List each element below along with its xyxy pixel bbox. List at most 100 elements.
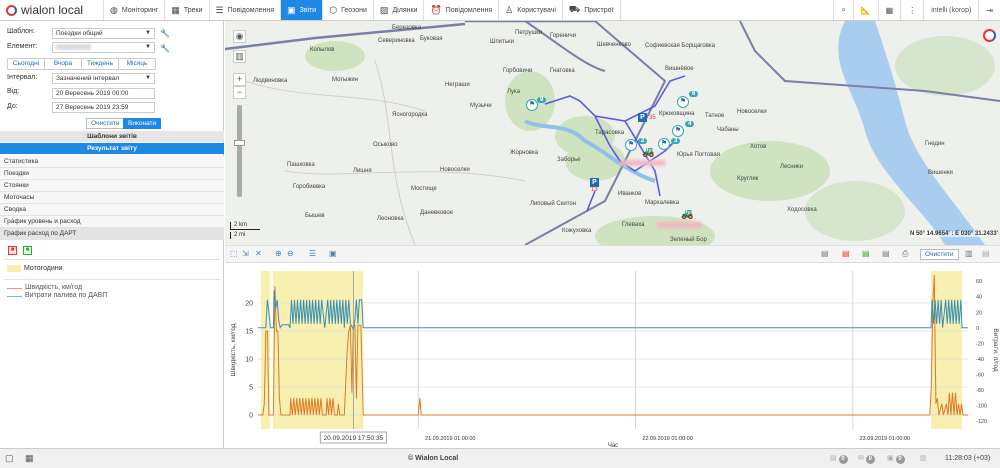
layers-visibility-button[interactable]: ◉ (233, 30, 246, 43)
marker-count[interactable]: 2 (638, 138, 648, 144)
zoom-select-icon[interactable]: ⬚ (230, 249, 238, 258)
notifications-counter[interactable]: ✉ 0 (858, 454, 875, 464)
legend-speed-swatch[interactable] (7, 288, 22, 289)
zoom-slider[interactable] (237, 105, 242, 197)
chart-area[interactable]: 0 5 10 15 20 60 40 20 0 -20 -40 -60 -80 -100 -120 21.09… (225, 263, 1000, 449)
parking-count: 35 (649, 115, 656, 121)
grid-icon[interactable]: ▦ (25, 453, 34, 463)
zoom-in-button[interactable]: + (233, 73, 246, 86)
nav-messages[interactable]: ☰ Повідомлення (210, 0, 282, 20)
table-toggle-icon[interactable]: ▤ (982, 249, 990, 258)
legend-speed-label[interactable]: Швидкість, км/год (25, 284, 83, 291)
logout-button[interactable]: ⇥ (978, 0, 1000, 20)
period-today[interactable]: Сьогодні (8, 59, 45, 69)
to-input[interactable]: 27 Вересень 2019 23:59 (52, 102, 155, 113)
map-label: Бышев (305, 213, 325, 219)
period-week[interactable]: Тиждень (82, 59, 119, 69)
result-item-summary[interactable]: Сводка (0, 204, 224, 216)
user-menu[interactable]: intelli (korop) (923, 0, 978, 20)
flag-marker-icon[interactable]: ⚑ (658, 138, 670, 150)
list-icon[interactable]: ☰ (309, 249, 317, 258)
events-counter[interactable]: ▣ 0 (887, 454, 905, 464)
zoom-slider-handle[interactable] (234, 140, 245, 146)
zoom-in-icon[interactable]: ⊕ (275, 249, 282, 258)
nav-monitoring[interactable]: ◍ Моніторинг (104, 0, 166, 20)
zoom-out-icon[interactable]: ⊖ (287, 249, 294, 258)
pdf-export-icon[interactable]: ▤ (842, 249, 850, 258)
report-templates-header[interactable]: Шаблони звітів (0, 131, 224, 142)
layout-icon[interactable]: ▥ (920, 455, 927, 462)
marker-count[interactable]: 3 (671, 138, 681, 144)
nav-devices[interactable]: ⛟ Пристрої (563, 0, 621, 20)
nav-reports[interactable]: ▣ Звіти (281, 0, 324, 20)
apps-grid-icon: ▦ (885, 5, 894, 15)
reset-zoom-icon[interactable]: ✕ (255, 249, 262, 258)
vehicle-icon[interactable]: 🚜 (642, 147, 655, 158)
wrench-icon[interactable]: 🔧 (160, 44, 170, 53)
wialon-logo[interactable]: wialon local (0, 0, 104, 20)
nav-notifications[interactable]: ⏰ Повідомлення (424, 0, 500, 20)
map-label: Копылов (310, 47, 335, 53)
search-button[interactable]: ⌕ (833, 0, 852, 20)
result-item-engine-hours[interactable]: Моточасы (0, 192, 224, 204)
measure-button[interactable]: 📐 (852, 0, 878, 20)
fit-icon[interactable]: ▣ (329, 249, 337, 258)
element-select[interactable]: ▼ (52, 42, 155, 53)
flag-marker-icon[interactable]: ⚑ (625, 139, 637, 151)
logout-icon: ⇥ (986, 5, 993, 15)
to-label: До: (7, 103, 18, 110)
nav-geofences[interactable]: ⬡ Геозони (323, 0, 374, 20)
flag-marker-icon[interactable]: ⚑ (672, 125, 684, 137)
map-label: Юрья Погтовая (677, 152, 721, 158)
result-item-level-chart[interactable]: График уровень и расход (0, 216, 224, 228)
vehicle-icon[interactable]: 🚜 (681, 209, 694, 220)
marker-count[interactable]: 4 (685, 121, 695, 127)
map-layers-button[interactable]: ▥ (233, 50, 246, 63)
excel-export-icon[interactable]: ▤ (862, 249, 870, 258)
document-icon[interactable]: ▤ (821, 249, 829, 258)
export-icon[interactable]: ▤ (882, 249, 890, 258)
nav-fields[interactable]: ▨ Ділянки (374, 0, 425, 20)
wrench-icon[interactable]: 🔧 (160, 29, 170, 38)
scale-km: 2 km (230, 222, 260, 230)
period-yesterday[interactable]: Вчора (45, 59, 82, 69)
from-input[interactable]: 20 Вересень 2019 00:00 (52, 88, 155, 99)
map-label: Леоновка (377, 216, 404, 222)
nav-users[interactable]: ♙ Користувачі (499, 0, 563, 20)
fields-icon: ▨ (379, 4, 389, 15)
map[interactable]: Березовка Севериновка Буковая Петрушки Г… (225, 21, 1000, 245)
parking-icon[interactable]: P (638, 113, 647, 122)
interval-select[interactable]: Зазначений інтервал ▼ (52, 73, 155, 84)
print-icon[interactable]: ⎙ (902, 249, 909, 258)
flag-marker-icon[interactable]: ⚑ (677, 96, 689, 108)
result-item-stops[interactable]: Стоянки (0, 180, 224, 192)
parking-icon[interactable]: P (590, 178, 599, 187)
more-button[interactable]: ⋮ (900, 0, 923, 20)
chevron-down-icon: ▼ (145, 30, 151, 36)
result-item-dart-chart[interactable]: График расход по ДАРТ (0, 228, 224, 240)
fuel-icon[interactable]: ■ (23, 246, 32, 255)
report-result-header[interactable]: Результат звіту (0, 143, 224, 154)
legend-fuel-swatch[interactable] (7, 296, 22, 297)
apps-button[interactable]: ▦ (877, 0, 901, 20)
legend-fuel-label[interactable]: Витрати палива по ДАВП (25, 292, 108, 299)
template-select[interactable]: Поездки общий ▼ (52, 28, 155, 39)
zoom-x-icon[interactable]: ⇲ (242, 249, 249, 258)
speed-fuel-chart[interactable]: 0 5 10 15 20 60 40 20 0 -20 -40 -60 -80 -100 -120 21.09… (225, 263, 1000, 449)
chart-clear-button[interactable]: Очистити (920, 249, 959, 260)
zoom-out-button[interactable]: − (233, 86, 246, 99)
result-item-statistics[interactable]: Статистика (0, 156, 224, 168)
pdf-icon[interactable]: ■ (8, 246, 17, 255)
messages-counter[interactable]: ▤ 0 (830, 454, 848, 464)
execute-button[interactable]: Виконати (123, 118, 162, 129)
marker-count[interactable]: 9 (537, 97, 547, 103)
nav-tracks[interactable]: ▦ Треки (165, 0, 210, 20)
period-month[interactable]: Місяць (126, 60, 148, 67)
clear-button[interactable]: Очистити (86, 118, 125, 129)
marker-count[interactable]: 6 (689, 91, 699, 97)
result-item-trips[interactable]: Поездки (0, 168, 224, 180)
panel-toggle-icon[interactable]: ▢ (5, 453, 14, 463)
map-toggle-icon[interactable]: ▥ (965, 249, 973, 258)
flag-marker-icon[interactable]: ⚑ (526, 99, 538, 111)
compass-logo-icon[interactable] (983, 29, 996, 42)
